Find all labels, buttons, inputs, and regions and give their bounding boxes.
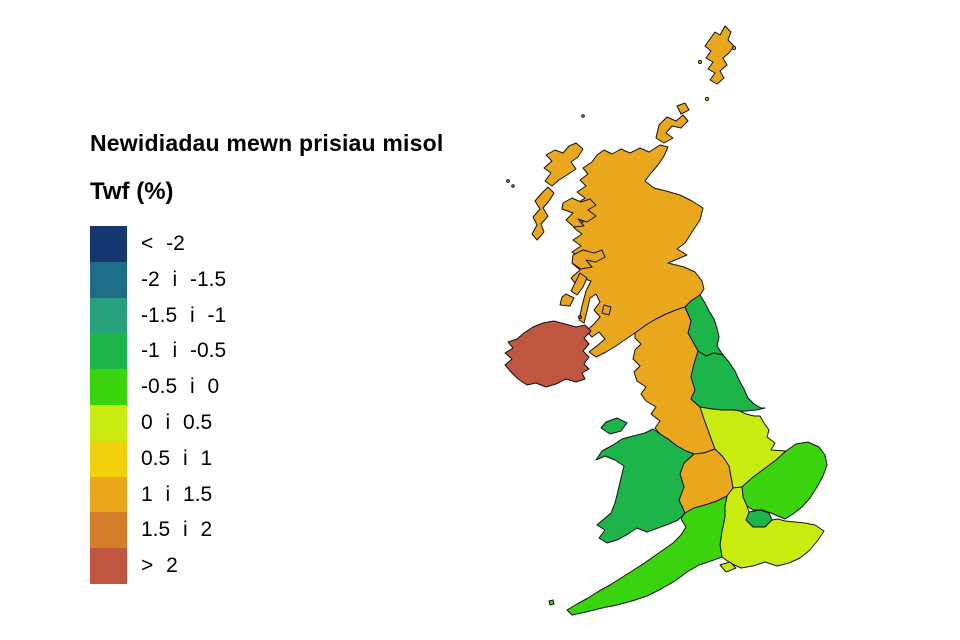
legend-label: < -2 <box>141 232 185 255</box>
legend-swatch <box>90 548 127 584</box>
legend-label: -1.5 i -1 <box>141 303 227 327</box>
islet <box>581 114 585 118</box>
legend-label: 1 i 1.5 <box>141 482 213 506</box>
legend-swatch <box>90 369 127 405</box>
legend-swatch <box>90 226 127 262</box>
region-yorkshire <box>690 350 766 412</box>
legend-item: 1 i 1.5 <box>90 476 226 513</box>
region-wales-anglesey <box>600 417 628 435</box>
region-south-east-isle-of-wight <box>719 561 737 573</box>
region-scotland-jura <box>570 272 588 296</box>
region-south-west-scilly <box>548 599 555 606</box>
legend-label: -1 i -0.5 <box>141 339 227 363</box>
legend-swatch <box>90 333 127 370</box>
region-scotland-uists <box>531 186 555 241</box>
region-wales <box>595 428 695 544</box>
legend: < -2 -2 i -1.5 -1.5 i -1 -1 i -0.5 -0.5 … <box>90 226 226 584</box>
legend-label: 0.5 i 1 <box>141 446 213 470</box>
region-south-west <box>566 495 728 616</box>
legend-swatch <box>90 512 127 549</box>
legend-label: 1.5 i 2 <box>141 518 213 542</box>
chart-title: Newidiadau mewn prisiau misol <box>90 130 444 156</box>
legend-title: Twf (%) <box>90 178 174 205</box>
legend-swatch <box>90 404 127 441</box>
legend-item: 0 i 0.5 <box>90 404 226 441</box>
legend-label: -2 i -1.5 <box>141 267 227 291</box>
region-scotland-islay <box>559 293 575 307</box>
legend-item: 0.5 i 1 <box>90 440 226 477</box>
islet-fair-isle <box>704 96 710 102</box>
legend-label: 0 i 0.5 <box>141 410 213 434</box>
region-scotland-mull <box>571 249 606 270</box>
legend-item: -1 i -0.5 <box>90 333 227 370</box>
legend-item: -2 i -1.5 <box>90 261 227 298</box>
legend-item: -1.5 i -1 <box>90 297 227 334</box>
legend-label: -0.5 i 0 <box>141 375 220 399</box>
legend-item: > 2 <box>90 548 226 584</box>
region-scotland-orkney-north <box>676 102 690 115</box>
region-scotland-skye <box>561 197 597 228</box>
legend-item: -0.5 i 0 <box>90 369 226 405</box>
legend-swatch <box>90 476 127 513</box>
legend-swatch <box>90 297 127 334</box>
uk-regions-map <box>504 25 828 616</box>
legend-swatch <box>90 440 127 477</box>
islet-rathlin <box>578 315 582 319</box>
region-east-of-england <box>741 441 828 520</box>
islet <box>511 184 515 188</box>
region-scotland <box>570 144 705 358</box>
region-scotland-lewis <box>543 142 584 187</box>
region-scotland-shetland <box>704 25 735 85</box>
legend-item: 1.5 i 2 <box>90 512 226 549</box>
islet <box>731 45 737 51</box>
legend-label: > 2 <box>141 554 178 578</box>
islet <box>697 59 703 65</box>
islet-st-kilda <box>506 179 510 183</box>
legend-swatch <box>90 261 127 298</box>
legend-item: < -2 <box>90 226 226 262</box>
region-scotland-arran <box>601 304 612 316</box>
region-northern-ireland <box>504 320 592 388</box>
region-scotland-orkney <box>655 114 689 144</box>
